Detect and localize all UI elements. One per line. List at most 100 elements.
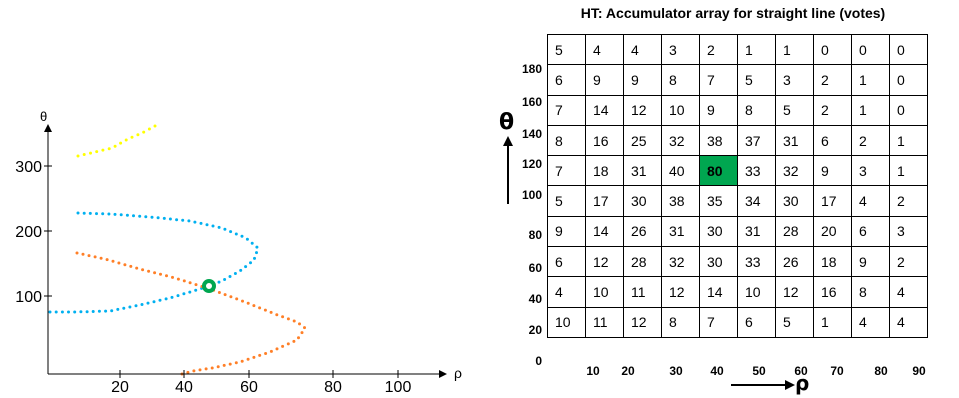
blue-curve-dot bbox=[152, 300, 156, 304]
blue-curve-dot bbox=[85, 310, 89, 314]
accumulator-cell: 33 bbox=[737, 155, 776, 187]
rho-arrow bbox=[731, 380, 795, 390]
yellow-curve-dot bbox=[113, 144, 117, 148]
accumulator-cell: 5 bbox=[775, 94, 814, 126]
accumulator-cell: 3 bbox=[661, 33, 700, 66]
orange-curve-dot bbox=[111, 259, 115, 263]
accumulator-cell: 7 bbox=[547, 155, 586, 187]
accumulator-cell: 28 bbox=[623, 246, 662, 278]
accumulator-cell: 0 bbox=[889, 94, 928, 126]
accumulator-cell: 17 bbox=[585, 185, 624, 217]
orange-curve bbox=[75, 251, 306, 376]
blue-curve-dot bbox=[162, 216, 166, 220]
orange-curve-dot bbox=[81, 252, 85, 256]
blue-curve-dot bbox=[48, 310, 52, 314]
blue-curve-dot bbox=[249, 261, 252, 265]
hough-curves-plot: θ ρ 100 200 300 20 40 60 80 100 bbox=[15, 109, 462, 396]
blue-curve-dot bbox=[91, 310, 95, 313]
blue-curve-dot bbox=[239, 268, 243, 272]
accumulator-cell: 4 bbox=[547, 276, 586, 308]
x-tick-label: 40 bbox=[175, 379, 193, 396]
yellow-curve-dot bbox=[82, 153, 86, 156]
theta-tick-label: 160 bbox=[521, 95, 542, 109]
accumulator-cell: 0 bbox=[851, 33, 890, 66]
orange-curve-dot bbox=[99, 256, 103, 260]
blue-curve-dot bbox=[73, 310, 77, 314]
accumulator-cell: 9 bbox=[851, 246, 890, 278]
orange-curve-dot bbox=[192, 369, 196, 373]
accumulator-cell: 38 bbox=[661, 185, 700, 217]
yellow-curve-dot bbox=[130, 135, 134, 139]
accumulator-cell: 11 bbox=[585, 306, 624, 338]
accumulator-peak-cell: 80 bbox=[699, 155, 738, 187]
y-axis-arrowhead bbox=[44, 124, 52, 132]
accumulator-cell: 16 bbox=[585, 124, 624, 157]
y-tick-label: 100 bbox=[15, 289, 42, 306]
theta-tick-label: 140 bbox=[521, 127, 542, 141]
orange-curve-dot bbox=[246, 301, 250, 305]
accumulator-cell: 8 bbox=[851, 276, 890, 308]
orange-curve-dot bbox=[182, 279, 186, 283]
accumulator-cell: 18 bbox=[813, 246, 852, 278]
blue-curve-dot bbox=[170, 295, 174, 299]
accumulator-cell: 0 bbox=[889, 33, 928, 66]
accumulator-cell: 10 bbox=[661, 94, 700, 126]
blue-curve-dot bbox=[76, 211, 80, 215]
accumulator-cell: 12 bbox=[623, 94, 662, 126]
theta-tick-label: 180 bbox=[521, 62, 542, 76]
accumulator-cell: 31 bbox=[775, 124, 814, 157]
yellow-curve-dot bbox=[76, 154, 80, 158]
accumulator-cell: 5 bbox=[547, 33, 586, 66]
orange-curve-dot bbox=[275, 313, 279, 317]
orange-curve-dot bbox=[252, 355, 256, 359]
orange-curve-dot bbox=[300, 331, 304, 335]
blue-curve-dot bbox=[245, 237, 249, 241]
orange-curve-dot bbox=[297, 336, 300, 340]
accumulator-cell: 31 bbox=[737, 215, 776, 248]
yellow-curve-dot bbox=[107, 147, 111, 151]
blue-curve-dot bbox=[223, 227, 227, 231]
orange-curve-dot bbox=[123, 263, 127, 267]
accumulator-cell: 14 bbox=[585, 94, 624, 126]
orange-curve-dot bbox=[87, 254, 91, 258]
orange-curve-dot bbox=[298, 322, 301, 326]
orange-curve-dot bbox=[105, 258, 109, 262]
blue-curve-dot bbox=[119, 213, 123, 217]
blue-curve-dot bbox=[158, 298, 162, 302]
intersection-point bbox=[202, 279, 216, 293]
theta-tick-label: 60 bbox=[528, 261, 542, 275]
theta-tick-label: 80 bbox=[528, 228, 542, 242]
x-tick-label: 80 bbox=[324, 379, 342, 396]
theta-tick-label: 100 bbox=[521, 188, 542, 202]
accumulator-cell: 8 bbox=[547, 124, 586, 157]
accumulator-cell: 8 bbox=[737, 94, 776, 126]
blue-curve-dot bbox=[110, 309, 114, 313]
blue-curve-dot bbox=[101, 212, 105, 216]
orange-curve-dot bbox=[286, 342, 290, 346]
accumulator-cell: 5 bbox=[547, 185, 586, 217]
blue-curve-dot bbox=[97, 309, 101, 313]
x-tick-label: 20 bbox=[111, 379, 129, 396]
blue-curve-dot bbox=[122, 306, 126, 310]
accumulator-cell: 10 bbox=[585, 276, 624, 308]
theta-arrow bbox=[503, 136, 513, 204]
accumulator-title: HT: Accumulator array for straight line … bbox=[580, 5, 886, 21]
yellow-curve-dot bbox=[95, 150, 99, 154]
blue-curve-dot bbox=[255, 245, 259, 249]
accumulator-cell: 0 bbox=[889, 64, 928, 96]
accumulator-cell: 28 bbox=[775, 215, 814, 248]
blue-curve-dot bbox=[128, 305, 132, 309]
accumulator-cell: 30 bbox=[699, 215, 738, 248]
orange-curve-dot bbox=[204, 367, 208, 371]
accumulator-cell: 9 bbox=[623, 64, 662, 96]
accumulator-cell: 7 bbox=[699, 306, 738, 338]
accumulator-cell: 12 bbox=[623, 306, 662, 338]
blue-curve-dot bbox=[164, 297, 168, 301]
accumulator-cell: 2 bbox=[699, 33, 738, 66]
accumulator-row: 9 14 26 31 30 31 28 20 6 3 bbox=[547, 215, 928, 248]
blue-curve-dot bbox=[194, 288, 198, 292]
orange-curve-dot bbox=[269, 349, 273, 353]
blue-curve-dot bbox=[188, 290, 192, 294]
blue-curve-dot bbox=[244, 265, 248, 269]
accumulator-cell: 3 bbox=[775, 64, 814, 96]
